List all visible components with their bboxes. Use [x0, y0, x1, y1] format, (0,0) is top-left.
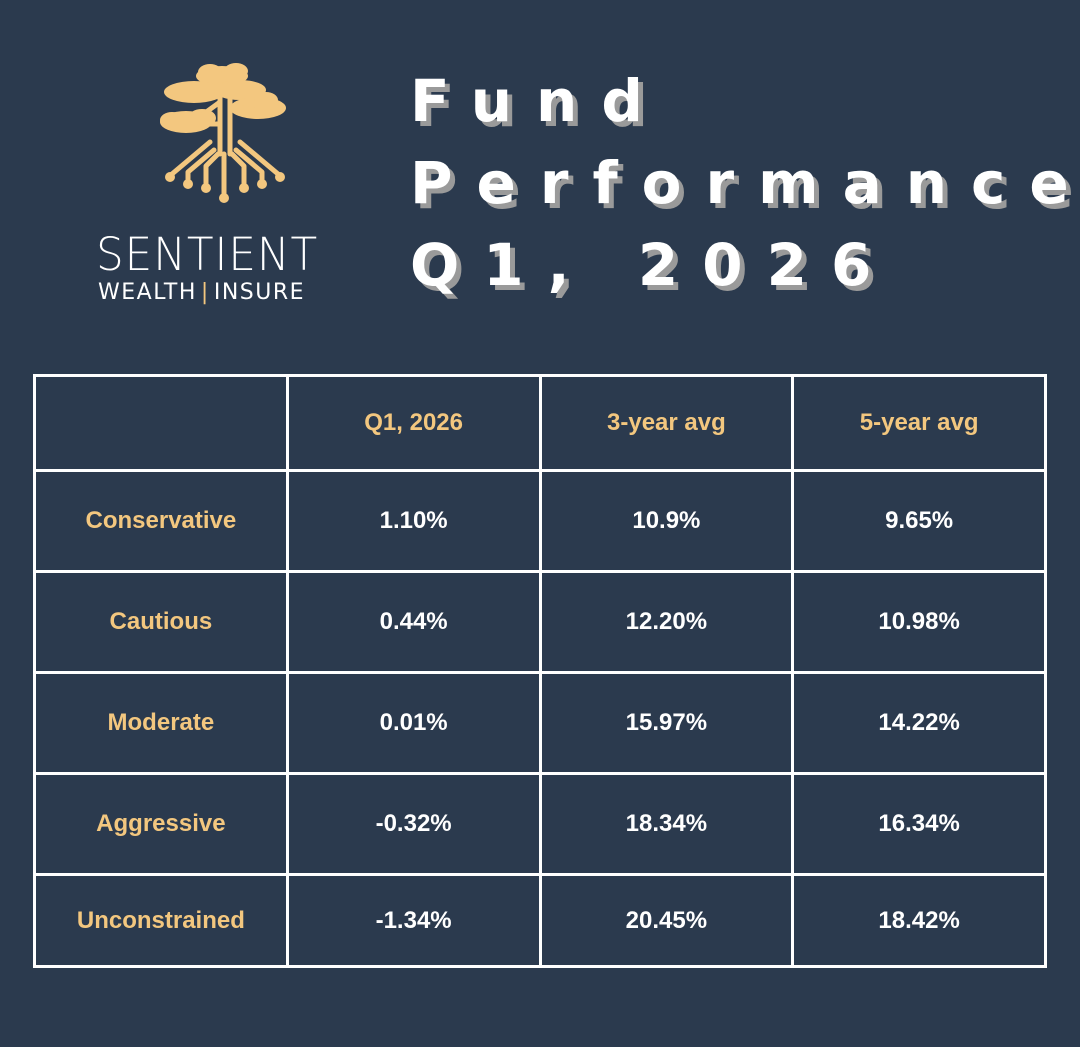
header-cell-q1: Q1, 2026: [285, 374, 542, 472]
table-row: Moderate 0.01% 15.97% 14.22%: [33, 671, 1047, 775]
table-cell: 10.98%: [791, 570, 1047, 674]
brand-subtitle-right: INSURE: [213, 280, 306, 305]
row-label: Moderate: [33, 671, 289, 775]
table-row: Cautious 0.44% 12.20% 10.98%: [33, 570, 1047, 674]
brand-subtitle: WEALTH | INSURE: [98, 280, 360, 305]
header-cell-3yr: 3-year avg: [538, 374, 795, 472]
row-label: Unconstrained: [33, 873, 289, 968]
header-cell-blank: [33, 374, 289, 472]
table-cell: 20.45%: [538, 873, 795, 968]
table-cell: 16.34%: [791, 772, 1047, 876]
page-title: Fund Performance Q1, 2026: [410, 60, 1080, 306]
table-cell: -1.34%: [285, 873, 542, 968]
table-cell: 18.34%: [538, 772, 795, 876]
performance-table: Q1, 2026 3-year avg 5-year avg Conservat…: [33, 374, 1047, 968]
header-cell-5yr: 5-year avg: [791, 374, 1047, 472]
row-label: Cautious: [33, 570, 289, 674]
table-header-row: Q1, 2026 3-year avg 5-year avg: [33, 374, 1047, 472]
table-cell: 10.9%: [538, 469, 795, 573]
table-cell: 18.42%: [791, 873, 1047, 968]
row-label: Conservative: [33, 469, 289, 573]
table-cell: -0.32%: [285, 772, 542, 876]
brand-logo: SENTIENT WEALTH | INSURE: [92, 62, 362, 312]
title-line-1: Fund: [410, 67, 667, 135]
title-line-3: Q1, 2026: [410, 231, 896, 299]
table-cell: 1.10%: [285, 469, 542, 573]
table-cell: 9.65%: [791, 469, 1047, 573]
brand-subtitle-separator: |: [200, 280, 210, 305]
tree-circuit-icon: [160, 63, 286, 203]
table-cell: 15.97%: [538, 671, 795, 775]
table-row: Conservative 1.10% 10.9% 9.65%: [33, 469, 1047, 573]
table-cell: 14.22%: [791, 671, 1047, 775]
table-cell: 12.20%: [538, 570, 795, 674]
table-cell: 0.01%: [285, 671, 542, 775]
table-cell: 0.44%: [285, 570, 542, 674]
table-row: Unconstrained -1.34% 20.45% 18.42%: [33, 873, 1047, 968]
table-row: Aggressive -0.32% 18.34% 16.34%: [33, 772, 1047, 876]
brand-subtitle-left: WEALTH: [98, 280, 197, 305]
title-line-2: Performance: [410, 149, 1080, 217]
row-label: Aggressive: [33, 772, 289, 876]
brand-name: SENTIENT: [96, 228, 319, 281]
